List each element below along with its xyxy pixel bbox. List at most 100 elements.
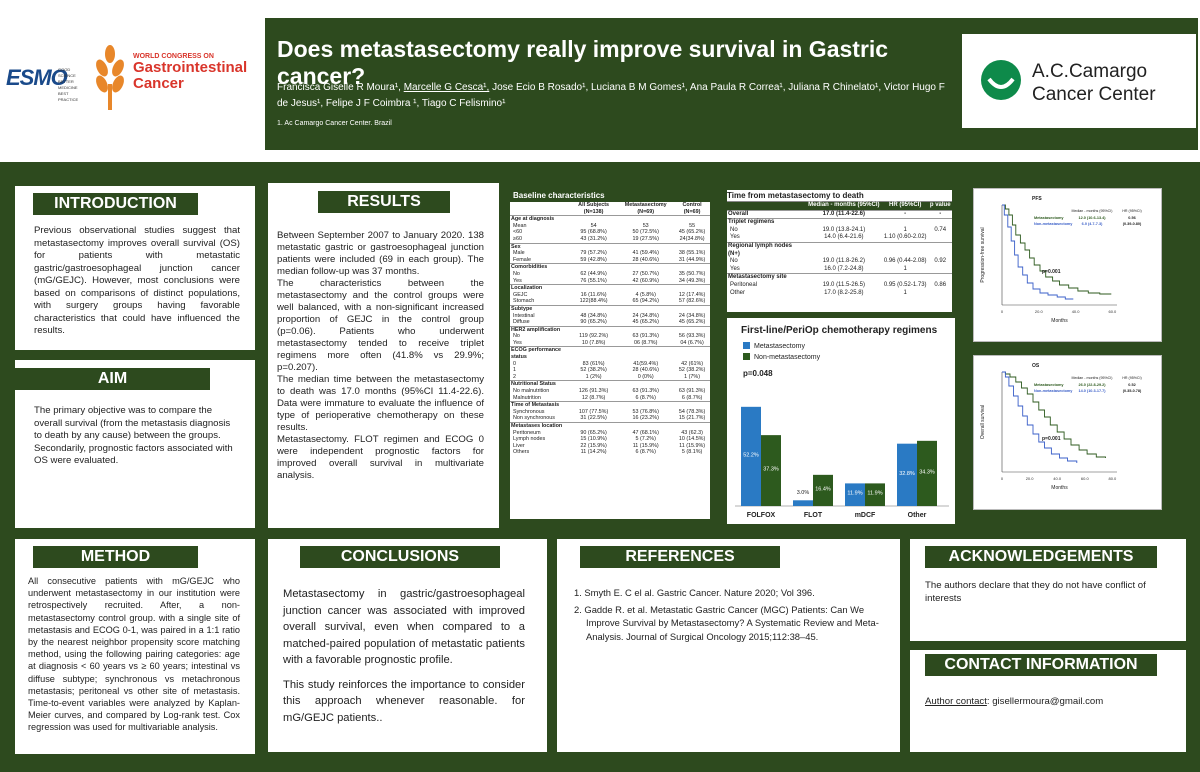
km-x-tick: 80.0 bbox=[1109, 476, 1118, 481]
km-curve-metastasectomy bbox=[1002, 204, 1112, 295]
bar-flot-non-metastasectomy bbox=[813, 474, 833, 506]
table-cell bbox=[570, 325, 618, 334]
km-legend-header: Median - months (95%CI) bbox=[1072, 376, 1113, 380]
table-cell: 17.0 (11.4-22.6) bbox=[805, 209, 882, 219]
table-cell: 107 (77.5%) bbox=[578, 408, 609, 415]
table-cell: 63 (91.3%) bbox=[678, 388, 706, 395]
ac-camargo-smile-icon bbox=[981, 60, 1021, 100]
affiliation: 1. Ac Camargo Cancer Center. Brazil bbox=[277, 120, 392, 127]
km-x-label: Months bbox=[1051, 485, 1068, 491]
table-cell: 27 (50.7%) bbox=[632, 270, 659, 277]
table-row: No 19.0 (13.8-24.1) 1 0.74 bbox=[727, 227, 952, 235]
km-curve-non-metastasectomy bbox=[1002, 204, 1074, 300]
table-cell: 0.86 bbox=[934, 281, 947, 288]
table-cell: Overall bbox=[727, 209, 806, 219]
table-cell: 06 (8.7%) bbox=[634, 339, 658, 346]
table-cell bbox=[928, 241, 952, 259]
table-cell: 1 bbox=[903, 226, 907, 233]
table-cell: 43 (31.2%) bbox=[580, 235, 607, 242]
bar-value-label: 16.4% bbox=[815, 486, 831, 492]
table-cell: 1.10 (0.60-2.02) bbox=[883, 234, 927, 241]
table-cell bbox=[617, 401, 675, 409]
table-cell: 52 (38.2%) bbox=[580, 367, 607, 374]
table-row: Metastases location bbox=[510, 421, 710, 430]
table-row: No 119 (92.2%) 63 (91.3%) 56 (93.3%) bbox=[510, 333, 710, 340]
esmo-logo: ESMO GOOD SCIENCE BETTER MEDICINE BEST P… bbox=[6, 65, 79, 102]
introduction-text: Previous observational studies suggest t… bbox=[34, 225, 240, 336]
contact-heading: CONTACT INFORMATION bbox=[925, 654, 1157, 676]
table-cell: 6 (8.7%) bbox=[635, 394, 656, 401]
method-text: All consecutive patients with mG/GEJC wh… bbox=[28, 576, 240, 733]
km-x-tick: 60.0 bbox=[1109, 309, 1118, 314]
table-cell: 22 (15.9%) bbox=[580, 442, 607, 449]
conclusions-heading: CONCLUSIONS bbox=[300, 546, 500, 568]
table-cell bbox=[674, 284, 710, 292]
km-pvalue: p=0.001 bbox=[1042, 436, 1061, 442]
table-cell: Nutritional Status bbox=[510, 380, 570, 389]
table-cell: 5 (8.1%) bbox=[681, 449, 703, 456]
km-curve-non-metastasectomy bbox=[1002, 371, 1078, 463]
table-row: Stomach 122(88.4%) 65 (94.2%) 57 (82.6%) bbox=[510, 298, 710, 305]
table-row: Yes 10 (7.8%) 06 (8.7%) 04 (6.7%) bbox=[510, 340, 710, 347]
table-cell: 90 (65.2%) bbox=[580, 429, 607, 436]
table-cell bbox=[674, 242, 710, 251]
table-cell: <60 bbox=[513, 229, 523, 236]
table-cell: 45 (65.2%) bbox=[678, 229, 706, 236]
contact-info: Author contact: gisellermoura@gmail.com bbox=[925, 696, 1104, 707]
references-panel bbox=[557, 539, 900, 752]
table-row: Female 59 (42.8%) 28 (40.6%) 31 (44.9%) bbox=[510, 257, 710, 264]
table-cell: 34 (49.3%) bbox=[678, 277, 706, 284]
contact-email[interactable]: : gisellermoura@gmail.com bbox=[986, 696, 1104, 707]
table-cell: Sex bbox=[510, 242, 570, 251]
table-row: Yes 14.0 (6.4-21.6) 1.10 (0.60-2.02) bbox=[727, 234, 952, 242]
table-row: Regional lymph nodes (N+) bbox=[727, 241, 952, 259]
bar-value-label: 11.9% bbox=[847, 491, 862, 497]
os-km-plot: OS Overall survival Months 0 20.0 40.0 60.0 80.… bbox=[973, 355, 1162, 510]
table-cell: Yes bbox=[513, 277, 522, 284]
aim-heading: AIM bbox=[15, 368, 210, 390]
method-heading: METHOD bbox=[33, 546, 198, 568]
table-cell: 43 (62.3) bbox=[681, 429, 703, 436]
km-legend-header: HR (95%CI) bbox=[1122, 209, 1141, 213]
km-x-label: Months bbox=[1051, 318, 1068, 324]
km-legend-median: 12.0 (10.6-13.4) bbox=[1078, 216, 1106, 220]
table-cell: 57 (82.6%) bbox=[678, 298, 706, 305]
table-row: 1 52 (38.2%) 28 (40.6%) 52 (38.2%) bbox=[510, 367, 710, 374]
km-legend-name: Non-metastasectomy bbox=[1034, 222, 1073, 226]
results-heading: RESULTS bbox=[318, 191, 450, 213]
km-title: OS bbox=[1032, 363, 1040, 369]
bar-category-label: FOLFOX bbox=[747, 512, 776, 519]
table-cell: 28 (40.6%) bbox=[632, 256, 659, 263]
references-heading: REFERENCES bbox=[580, 546, 780, 568]
table-cell: Malnutrition bbox=[513, 394, 541, 401]
table-cell: - bbox=[928, 209, 952, 219]
table-cell: 59 (42.8%) bbox=[580, 256, 607, 263]
table-cell: Localization bbox=[510, 284, 570, 292]
table-cell: 10 (7.8%) bbox=[581, 339, 606, 346]
table-cell: 4 (5.8%) bbox=[635, 291, 656, 298]
table-cell: 119 (92.2%) bbox=[579, 333, 609, 340]
table-row: 0 83 (61%) 41(59.4%) 42 (61%) bbox=[510, 361, 710, 368]
table-cell: No bbox=[513, 270, 520, 277]
congress-logo: WORLD CONGRESS ON Gastrointestinal Cance… bbox=[133, 53, 248, 92]
pfs-km-plot: PFS Progression-free survival Months 0 20.0 4… bbox=[973, 188, 1162, 342]
table-cell bbox=[570, 242, 618, 251]
table-cell bbox=[617, 263, 675, 271]
author-list: Francisca Giselle R Moura¹, Marcelle G C… bbox=[277, 82, 945, 109]
table-cell: 63 (91.3%) bbox=[632, 388, 659, 395]
table-cell bbox=[617, 325, 675, 334]
table-cell: 2 bbox=[513, 373, 516, 380]
table-cell: 19.0 (11.5-26.5) bbox=[822, 281, 865, 288]
table-cell: Lymph nodes bbox=[513, 436, 546, 443]
bar-folfox-metastasectomy bbox=[741, 406, 761, 506]
bar-category-label: Other bbox=[908, 512, 927, 519]
table-cell: 56 (93.3%) bbox=[678, 333, 706, 340]
table-cell: Metastases location bbox=[510, 421, 570, 430]
table-cell: 53 bbox=[642, 222, 649, 229]
bar-mdcf-non-metastasectomy bbox=[865, 483, 885, 506]
km-legend-name: Non-metastasectomy bbox=[1034, 389, 1073, 393]
table-cell bbox=[674, 421, 710, 430]
table-cell: 53 (76.8%) bbox=[632, 408, 659, 415]
table-row: Mean 54 53 55 bbox=[510, 223, 710, 230]
table-row: Liver 22 (15.9%) 11 (15.9%) 11 (15.9%) bbox=[510, 443, 710, 450]
